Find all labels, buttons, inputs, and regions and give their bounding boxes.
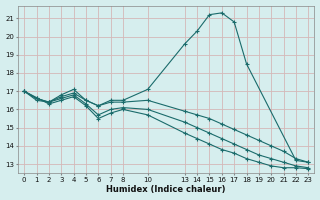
X-axis label: Humidex (Indice chaleur): Humidex (Indice chaleur) [107, 185, 226, 194]
